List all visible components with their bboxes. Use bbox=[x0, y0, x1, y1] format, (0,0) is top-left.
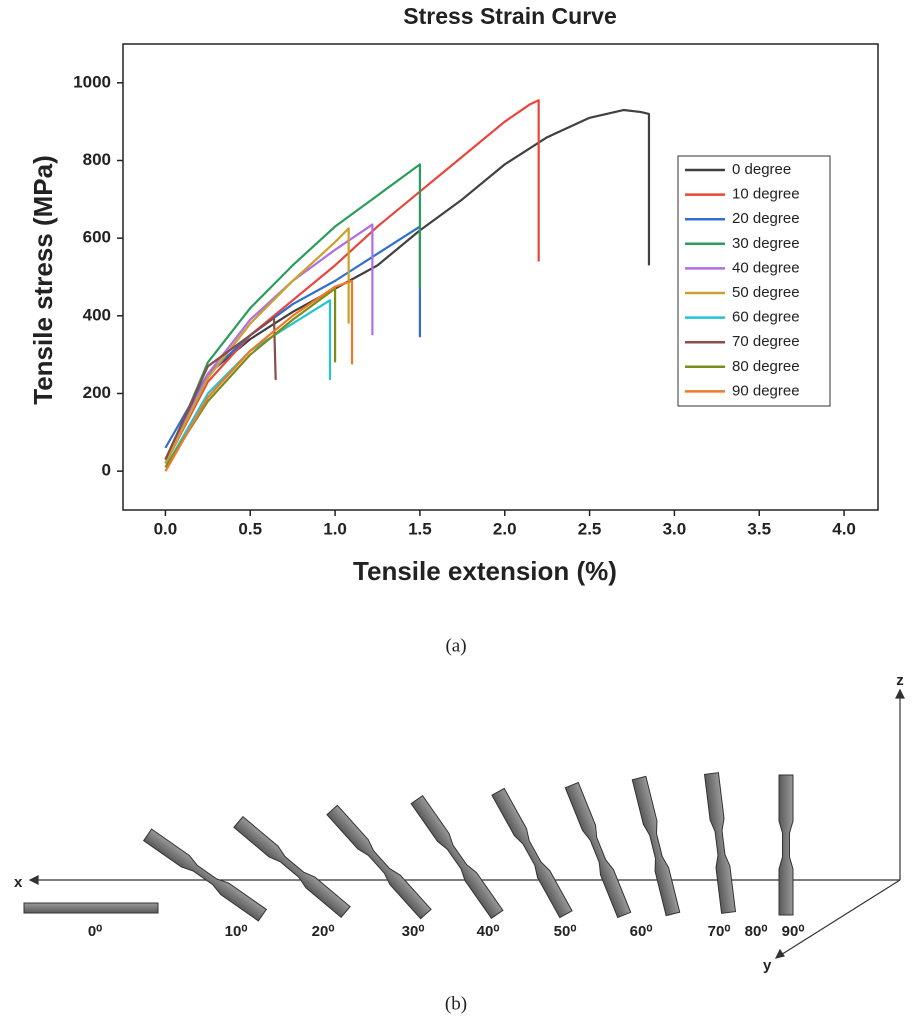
caption: (b) bbox=[445, 993, 467, 1014]
x-tick-label: 2.0 bbox=[493, 519, 517, 538]
x-tick-label: 0.5 bbox=[238, 519, 262, 538]
series-line bbox=[164, 287, 337, 468]
x-tick-label: 1.5 bbox=[408, 519, 432, 538]
specimens bbox=[23, 772, 794, 922]
series-line bbox=[164, 108, 651, 461]
y-tick-label: 200 bbox=[83, 383, 111, 402]
angle-label: 80⁰ bbox=[745, 923, 768, 940]
legend-label: 90 degree bbox=[732, 382, 800, 399]
legend-label: 70 degree bbox=[732, 333, 800, 350]
angle-label: 50⁰ bbox=[554, 923, 577, 940]
x-tick-label: 4.0 bbox=[832, 519, 856, 538]
axis-label: z bbox=[896, 672, 904, 689]
y-tick-label: 600 bbox=[83, 228, 111, 247]
coordinate-axes bbox=[28, 688, 905, 959]
series-line bbox=[164, 163, 422, 464]
legend-label: 30 degree bbox=[732, 235, 800, 252]
y-tick-label: 0 bbox=[102, 461, 111, 480]
x-axis-label: Tensile extension (%) bbox=[353, 556, 617, 586]
angle-label: 0⁰ bbox=[88, 923, 102, 940]
x-tick-label: 1.0 bbox=[323, 519, 347, 538]
caption: (a) bbox=[445, 635, 466, 656]
y-tick-label: 800 bbox=[83, 150, 111, 169]
series-line bbox=[164, 316, 277, 460]
legend-label: 20 degree bbox=[732, 210, 800, 227]
x-tick-label: 2.5 bbox=[578, 519, 602, 538]
axis-label: x bbox=[14, 874, 23, 891]
legend-label: 40 degree bbox=[732, 259, 800, 276]
series-line bbox=[164, 279, 354, 472]
angle-label: 70⁰ bbox=[708, 923, 731, 940]
legend-label: 0 degree bbox=[732, 161, 791, 178]
legend-label: 10 degree bbox=[732, 186, 800, 203]
legend-label: 80 degree bbox=[732, 358, 800, 375]
series-line bbox=[164, 227, 350, 464]
y-tick-label: 400 bbox=[83, 305, 111, 324]
y-tick-label: 1000 bbox=[73, 72, 111, 91]
x-tick-label: 3.5 bbox=[747, 519, 771, 538]
legend-label: 50 degree bbox=[732, 284, 800, 301]
angle-label: 20⁰ bbox=[312, 923, 335, 940]
y-axis-label: Tensile stress (MPa) bbox=[28, 155, 58, 405]
x-tick-label: 3.0 bbox=[663, 519, 687, 538]
legend-label: 60 degree bbox=[732, 309, 800, 326]
legend-box bbox=[677, 155, 831, 407]
series-line bbox=[164, 225, 422, 449]
angle-label: 10⁰ bbox=[225, 923, 248, 940]
angle-label: 90⁰ bbox=[782, 923, 805, 940]
x-tick-label: 0.0 bbox=[154, 519, 178, 538]
chart-title: Stress Strain Curve bbox=[403, 3, 616, 29]
plot-frame bbox=[122, 43, 879, 511]
angle-label: 40⁰ bbox=[477, 923, 500, 940]
angle-label: 30⁰ bbox=[402, 923, 425, 940]
axis-label: y bbox=[763, 957, 772, 974]
angle-label: 60⁰ bbox=[630, 923, 653, 940]
